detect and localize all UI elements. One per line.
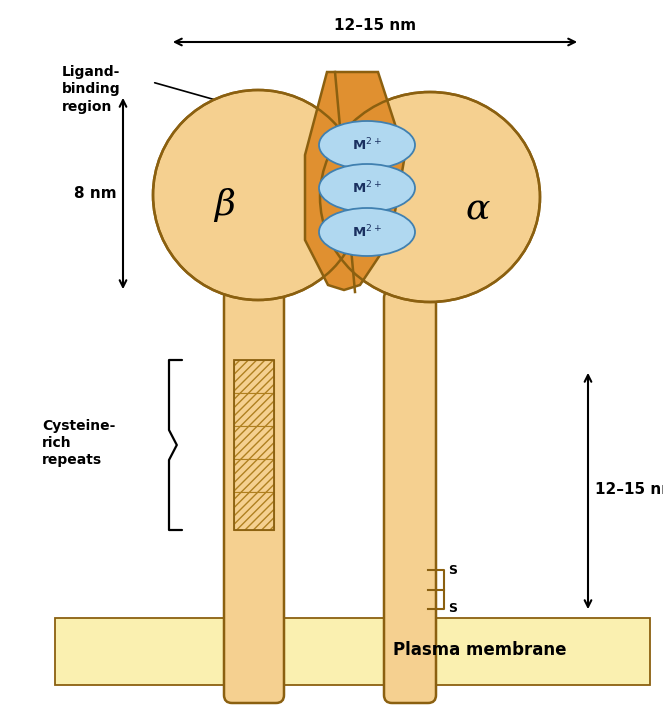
Text: M$^{2+}$: M$^{2+}$ — [352, 137, 382, 154]
Text: M$^{2+}$: M$^{2+}$ — [352, 180, 382, 196]
Ellipse shape — [319, 208, 415, 256]
Bar — [234, 459, 274, 492]
Text: 12–15 nm: 12–15 nm — [595, 482, 663, 497]
Text: 8 nm: 8 nm — [74, 185, 117, 200]
Bar — [234, 360, 274, 530]
Text: Ligand-
binding
region: Ligand- binding region — [62, 65, 121, 114]
Bar — [234, 492, 274, 530]
Text: M$^{2+}$: M$^{2+}$ — [352, 224, 382, 240]
Bar — [234, 393, 274, 426]
Text: S: S — [448, 564, 457, 577]
Polygon shape — [305, 72, 405, 290]
Ellipse shape — [153, 90, 363, 300]
Ellipse shape — [320, 92, 540, 302]
Text: Plasma membrane: Plasma membrane — [393, 641, 567, 659]
Bar — [55, 618, 650, 685]
Ellipse shape — [319, 164, 415, 212]
Text: 12–15 nm: 12–15 nm — [334, 18, 416, 33]
Text: S: S — [448, 603, 457, 616]
Text: Cysteine-
rich
repeats: Cysteine- rich repeats — [42, 419, 115, 467]
FancyBboxPatch shape — [384, 290, 436, 703]
FancyBboxPatch shape — [224, 290, 284, 703]
Bar — [234, 360, 274, 393]
Bar — [234, 426, 274, 459]
Text: α: α — [466, 193, 490, 227]
Text: β: β — [215, 188, 235, 222]
Ellipse shape — [319, 121, 415, 169]
